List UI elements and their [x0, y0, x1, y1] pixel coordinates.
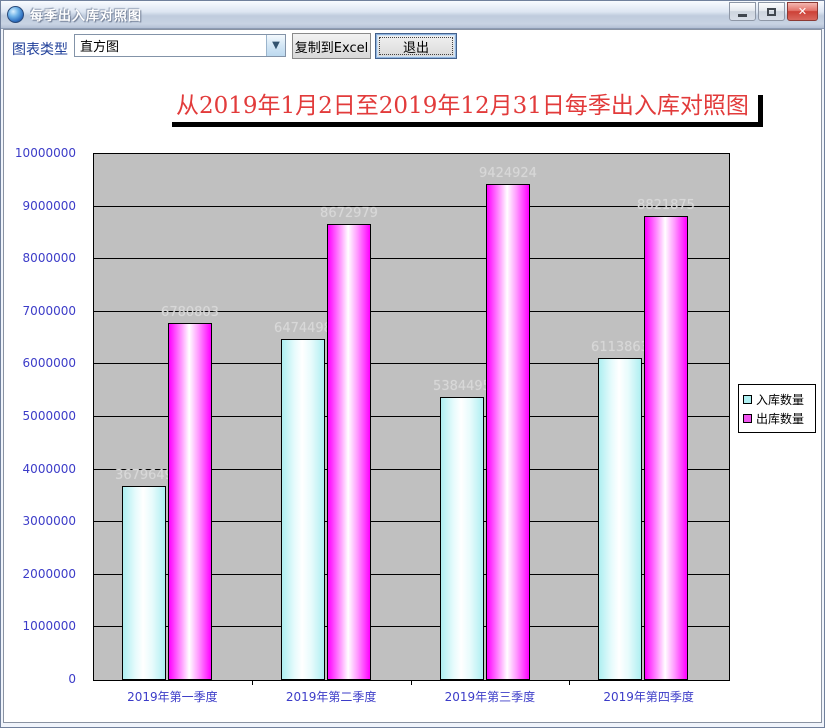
bar-出库数量-4: [644, 216, 688, 680]
x-axis-tick: [569, 681, 570, 685]
y-tick-label: 2000000: [22, 566, 76, 581]
minimize-button[interactable]: [729, 2, 756, 21]
grid-line: [94, 205, 729, 207]
grid-line: [94, 573, 729, 575]
minimize-icon: [738, 13, 747, 17]
bar-出库数量-3: [486, 184, 530, 680]
x-axis-tick: [252, 681, 253, 685]
y-tick-label: 6000000: [22, 356, 76, 371]
window-title: 每季出入库对照图: [30, 9, 143, 24]
title-bar: 每季出入库对照图 ✕: [1, 1, 824, 29]
y-tick-label: 10000000: [14, 146, 76, 160]
maximize-icon: [767, 7, 776, 16]
chart-title: 从2019年1月2日至2019年12月31日每季出入库对照图: [167, 90, 758, 122]
x-category-label: 2019年第四季度: [603, 690, 694, 704]
grid-line: [94, 626, 729, 628]
bar-value-label: 5384495: [433, 379, 491, 394]
chart-type-label: 图表类型: [12, 42, 68, 58]
chevron-down-icon[interactable]: ▼: [266, 35, 285, 56]
y-tick-label: 1000000: [22, 619, 76, 634]
bar-value-label: 9424924: [479, 166, 537, 181]
chart-legend: 入库数量 出库数量: [738, 384, 816, 433]
legend-label: 出库数量: [756, 412, 805, 426]
bar-出库数量-1: [168, 323, 212, 680]
bar-value-label: 6113863: [591, 340, 649, 355]
chart-type-select[interactable]: 直方图 ▼: [74, 34, 286, 57]
grid-line: [94, 468, 729, 470]
bar-入库数量-1: [122, 486, 166, 680]
bar-value-label: 6474498: [274, 321, 332, 336]
close-icon: ✕: [797, 5, 808, 18]
client-area: 图表类型 直方图 ▼ 复制到Excel 退出 从2019年1月2日至2019年1…: [3, 29, 822, 723]
bar-入库数量-2: [281, 339, 325, 680]
legend-item: 出库数量: [743, 410, 811, 427]
bar-出库数量-2: [327, 224, 371, 680]
y-tick-label: 0: [68, 672, 76, 686]
copy-to-excel-button[interactable]: 复制到Excel: [292, 33, 371, 59]
y-tick-label: 3000000: [22, 514, 76, 529]
bar-入库数量-4: [598, 358, 642, 680]
grid-line: [94, 521, 729, 523]
bar-value-label: 6780803: [161, 305, 219, 320]
grid-line: [94, 310, 729, 312]
chart-type-value: 直方图: [80, 40, 120, 55]
legend-label: 入库数量: [756, 393, 805, 407]
x-axis-tick: [411, 681, 412, 685]
y-tick-label: 9000000: [22, 198, 76, 213]
window-controls: ✕: [729, 2, 818, 21]
y-tick-label: 4000000: [22, 461, 76, 476]
app-icon: [7, 6, 24, 23]
y-tick-label: 8000000: [22, 251, 76, 266]
maximize-button[interactable]: [758, 2, 785, 21]
grid-line: [94, 416, 729, 417]
x-category-label: 2019年第二季度: [285, 690, 377, 704]
bar-value-label: 8821875: [637, 198, 695, 213]
y-tick-label: 7000000: [22, 303, 76, 318]
legend-item: 入库数量: [743, 391, 811, 408]
x-category-label: 2019年第三季度: [444, 690, 536, 704]
x-category-label: 2019年第一季度: [127, 690, 218, 704]
grid-line: [94, 363, 729, 365]
bar-value-label: 3679649: [115, 468, 173, 483]
close-button[interactable]: ✕: [787, 2, 818, 21]
grid-line: [94, 258, 729, 260]
legend-swatch-icon: [743, 414, 752, 423]
plot-area: 3679649 6780803 6474498 8672979 5384495 94249…: [93, 153, 730, 681]
bar-value-label: 8672979: [320, 206, 378, 221]
bar-入库数量-3: [440, 397, 484, 680]
legend-swatch-icon: [743, 395, 752, 404]
exit-button[interactable]: 退出: [375, 33, 457, 59]
y-tick-label: 5000000: [22, 409, 76, 423]
